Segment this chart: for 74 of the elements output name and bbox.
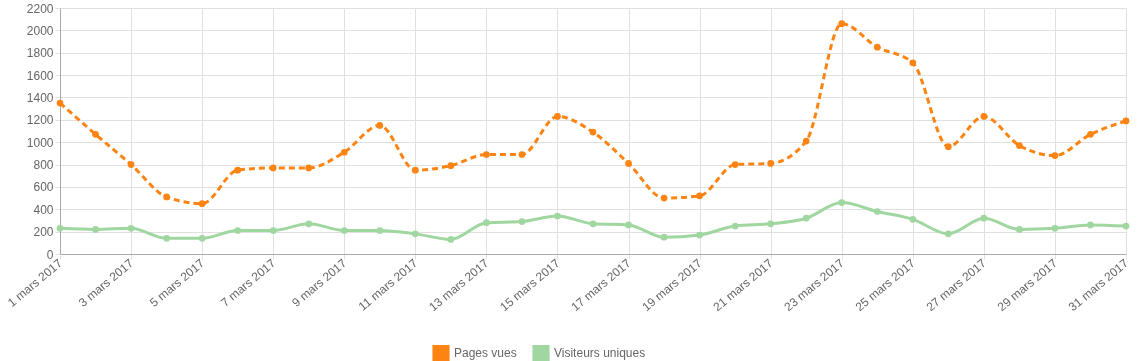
legend-label: Pages vues: [454, 346, 517, 361]
y-tick-label: 200: [33, 225, 54, 240]
point: [731, 222, 739, 230]
point: [447, 162, 455, 170]
point: [873, 43, 881, 51]
point: [518, 218, 526, 225]
point: [269, 227, 277, 234]
point: [802, 137, 810, 145]
y-tick-label: 1000: [26, 135, 54, 150]
point: [305, 220, 313, 228]
point: [163, 235, 170, 242]
point: [411, 230, 419, 238]
point: [269, 164, 277, 172]
point: [1016, 226, 1023, 233]
y-tick-label: 1200: [26, 113, 54, 128]
legend-label: Visiteurs uniques: [554, 346, 646, 361]
point: [554, 212, 561, 220]
point: [376, 122, 384, 129]
y-tick-label: 1600: [26, 68, 54, 83]
point: [554, 113, 561, 120]
point: [376, 227, 384, 234]
point: [305, 164, 313, 172]
point: [873, 208, 881, 215]
point: [589, 220, 597, 228]
point: [447, 236, 455, 243]
point: [838, 20, 846, 27]
point: [518, 151, 526, 158]
point: [944, 143, 952, 150]
point: [1122, 222, 1130, 230]
y-tick-label: 2000: [26, 23, 54, 38]
point: [92, 226, 99, 233]
point: [1122, 117, 1130, 125]
point: [163, 193, 170, 201]
point: [767, 220, 775, 228]
point: [198, 200, 206, 208]
y-tick-label: 800: [33, 158, 54, 173]
point: [483, 151, 490, 158]
point: [802, 214, 810, 222]
y-tick-label: 1800: [26, 46, 54, 61]
point: [411, 166, 419, 174]
point: [1087, 221, 1094, 229]
y-tick-label: 0: [46, 247, 54, 262]
point: [340, 148, 348, 156]
y-tick-label: 2200: [26, 1, 54, 16]
y-tick-label: 400: [33, 202, 54, 217]
point: [198, 235, 206, 242]
point: [483, 219, 490, 227]
point: [92, 131, 99, 138]
point: [696, 192, 703, 200]
point: [660, 233, 668, 241]
point: [234, 227, 242, 234]
point: [944, 230, 952, 238]
point: [660, 194, 668, 202]
point: [234, 166, 242, 174]
point: [1051, 224, 1059, 232]
point: [127, 161, 135, 168]
point: [731, 161, 739, 168]
point: [767, 160, 775, 167]
point: [909, 59, 917, 67]
point: [696, 231, 703, 239]
point: [980, 113, 988, 120]
point: [1051, 152, 1059, 159]
point: [1087, 131, 1094, 138]
point: [340, 227, 348, 234]
point: [127, 224, 135, 232]
point: [980, 214, 988, 222]
point: [1016, 142, 1023, 149]
y-tick-label: 1400: [26, 90, 54, 105]
point: [589, 128, 597, 136]
point: [838, 199, 846, 206]
point: [909, 215, 917, 223]
point: [625, 221, 632, 229]
point: [625, 160, 632, 167]
y-tick-label: 600: [33, 180, 54, 195]
